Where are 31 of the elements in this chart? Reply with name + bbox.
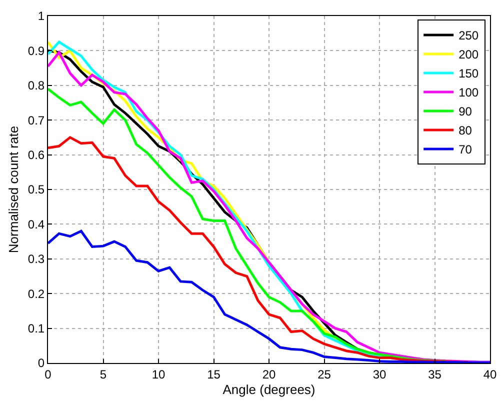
y-tick-label: 1 [38,9,45,24]
x-tick-label: 35 [428,367,442,382]
x-tick-label: 10 [152,367,166,382]
x-tick-label: 30 [372,367,386,382]
y-tick-label: 0 [38,356,45,370]
legend-label: 150 [458,66,479,81]
y-tick-label: 0.5 [28,182,45,197]
x-tick-label: 40 [483,367,497,382]
y-tick-label: 0.8 [28,78,45,93]
line-series [48,230,490,363]
legend-label: 250 [458,28,479,43]
y-tick-label: 0.1 [28,322,45,336]
legend-label: 80 [458,124,472,138]
y-tick-label: 0.4 [28,217,45,232]
y-tick-label: 0.9 [28,44,45,58]
x-tick-label: 20 [262,367,276,382]
legend-label: 100 [458,86,479,100]
legend-label: 200 [458,48,479,62]
y-tick-label: 0.6 [28,148,45,162]
legend-label: 90 [458,104,472,119]
x-tick-label: 5 [100,367,107,382]
line-series [48,136,470,363]
legend-label: 70 [458,142,472,157]
y-tick-label: 0.3 [28,252,45,266]
y-tick-label: 0.7 [28,113,45,128]
y-tick-label: 0.2 [28,286,45,301]
x-tick-label: 15 [207,367,221,382]
x-axis-title: Angle (degrees) [222,382,316,397]
x-tick-label: 25 [318,367,332,382]
y-axis-title: Normalised count rate [6,126,21,254]
line-series [48,88,448,363]
